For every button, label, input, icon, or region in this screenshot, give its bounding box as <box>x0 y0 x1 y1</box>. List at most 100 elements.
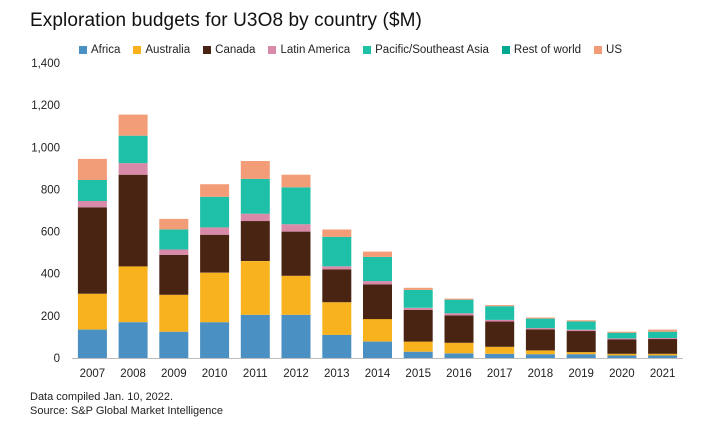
y-tick-label: 1,200 <box>31 100 60 112</box>
bar-pacific-southeast-asia-2021 <box>648 331 678 338</box>
legend-item-africa: Africa <box>78 44 121 56</box>
bar-us-2018 <box>525 317 555 319</box>
bar-africa-2011 <box>240 314 270 358</box>
x-tick-label: 2011 <box>243 368 268 380</box>
bar-us-2020 <box>607 331 637 333</box>
x-tick-label: 2021 <box>650 368 676 380</box>
legend-label: Australia <box>145 44 191 56</box>
bar-canada-2020 <box>607 339 637 354</box>
x-tick-label: 2013 <box>324 368 350 380</box>
bar-us-2012 <box>281 174 311 188</box>
bar-us-2021 <box>648 329 678 332</box>
bar-australia-2008 <box>118 266 148 323</box>
bar-canada-2007 <box>77 207 107 294</box>
chart-legend: Africa Australia Canada Latin America Pacifi… <box>0 44 701 56</box>
bar-latin-america-2010 <box>200 227 230 235</box>
bar-us-2019 <box>566 320 596 322</box>
bar-us-2017 <box>485 305 515 307</box>
x-tick-label: 2014 <box>365 368 391 380</box>
bar-australia-2015 <box>403 341 433 352</box>
bar-us-2011 <box>240 161 270 179</box>
bar-africa-2015 <box>403 351 433 358</box>
bar-pacific-southeast-asia-2013 <box>322 236 352 267</box>
bar-latin-america-2007 <box>77 201 107 208</box>
bar-australia-2021 <box>648 353 678 356</box>
footnote-compiled-date: Data compiled Jan. 10, 2022. <box>30 391 174 403</box>
x-tick-label: 2018 <box>528 368 554 380</box>
bar-us-2007 <box>77 158 107 180</box>
bar-canada-2009 <box>159 254 189 295</box>
bar-latin-america-2014 <box>363 281 392 285</box>
bar-latin-america-2016 <box>444 313 474 316</box>
bar-australia-2017 <box>485 346 515 354</box>
bar-pacific-southeast-asia-2012 <box>281 187 311 225</box>
bar-africa-2021 <box>648 355 678 358</box>
legend-label: US <box>606 44 623 56</box>
bar-australia-2013 <box>322 302 352 335</box>
bar-africa-2013 <box>322 334 352 358</box>
bar-canada-2008 <box>118 174 148 267</box>
bar-pacific-southeast-asia-2007 <box>77 179 107 201</box>
bar-pacific-southeast-asia-2011 <box>240 178 270 214</box>
bar-us-2016 <box>444 298 474 300</box>
bar-canada-2016 <box>444 315 474 343</box>
x-tick-label: 2017 <box>487 368 513 380</box>
chart-title: Exploration budgets for U3O8 by country … <box>30 10 422 31</box>
bar-us-2013 <box>322 229 352 237</box>
bar-latin-america-2012 <box>281 224 311 232</box>
x-tick-label: 2007 <box>80 368 106 380</box>
bar-us-2015 <box>403 287 433 290</box>
y-tick-label: 600 <box>41 227 60 239</box>
legend-swatch <box>203 46 212 54</box>
legend-label: Canada <box>215 44 256 56</box>
bar-canada-2014 <box>363 284 392 320</box>
bar-pacific-southeast-asia-2019 <box>566 321 596 330</box>
x-tick-label: 2020 <box>609 368 635 380</box>
bar-canada-2018 <box>525 329 555 351</box>
x-tick-label: 2015 <box>405 368 431 380</box>
bar-africa-2012 <box>281 314 311 358</box>
legend-swatch <box>133 46 142 54</box>
bar-australia-2018 <box>525 350 555 355</box>
legend-swatch <box>268 46 277 54</box>
bar-africa-2020 <box>607 355 637 358</box>
bar-latin-america-2021 <box>648 338 678 340</box>
bar-us-2010 <box>200 184 230 197</box>
bar-australia-2011 <box>240 261 270 315</box>
x-tick-label: 2008 <box>120 368 146 380</box>
bar-pacific-southeast-asia-2015 <box>403 289 433 308</box>
bar-latin-america-2011 <box>240 213 270 222</box>
bar-africa-2019 <box>566 354 596 358</box>
bar-canada-2011 <box>240 221 270 261</box>
bar-canada-2012 <box>281 231 311 276</box>
bar-australia-2009 <box>159 294 189 332</box>
legend-item-pacific-southeast-asia: Pacific/Southeast Asia <box>363 44 489 56</box>
bar-africa-2014 <box>363 341 392 358</box>
bar-australia-2007 <box>77 293 107 330</box>
footnote-source: Source: S&P Global Market Intelligence <box>30 405 224 417</box>
bar-pacific-southeast-asia-2016 <box>444 299 474 314</box>
bar-pacific-southeast-asia-2017 <box>485 306 515 320</box>
legend-item-australia: Australia <box>133 44 190 56</box>
bar-canada-2021 <box>648 339 678 354</box>
bar-pacific-southeast-asia-2014 <box>363 256 392 282</box>
y-tick-label: 1,000 <box>31 142 60 154</box>
legend-item-latin-america: Latin America <box>268 44 350 56</box>
x-tick-label: 2009 <box>161 368 187 380</box>
bar-us-2014 <box>363 251 392 257</box>
bar-latin-america-2018 <box>525 328 555 330</box>
bar-africa-2018 <box>525 354 555 358</box>
legend-swatch <box>501 46 510 54</box>
legend-swatch <box>78 46 87 54</box>
legend-label: Latin America <box>280 44 351 56</box>
bar-latin-america-2019 <box>566 329 596 332</box>
bar-australia-2016 <box>444 342 474 354</box>
bar-africa-2016 <box>444 353 474 358</box>
legend-item-rest-of-world: Rest of world <box>501 44 581 56</box>
bar-pacific-southeast-asia-2010 <box>200 196 230 228</box>
legend-label: Africa <box>90 44 121 56</box>
legend-swatch <box>363 46 372 54</box>
y-tick-label: 1,400 <box>31 58 60 70</box>
bar-australia-2019 <box>566 352 596 355</box>
bar-africa-2010 <box>200 322 230 358</box>
